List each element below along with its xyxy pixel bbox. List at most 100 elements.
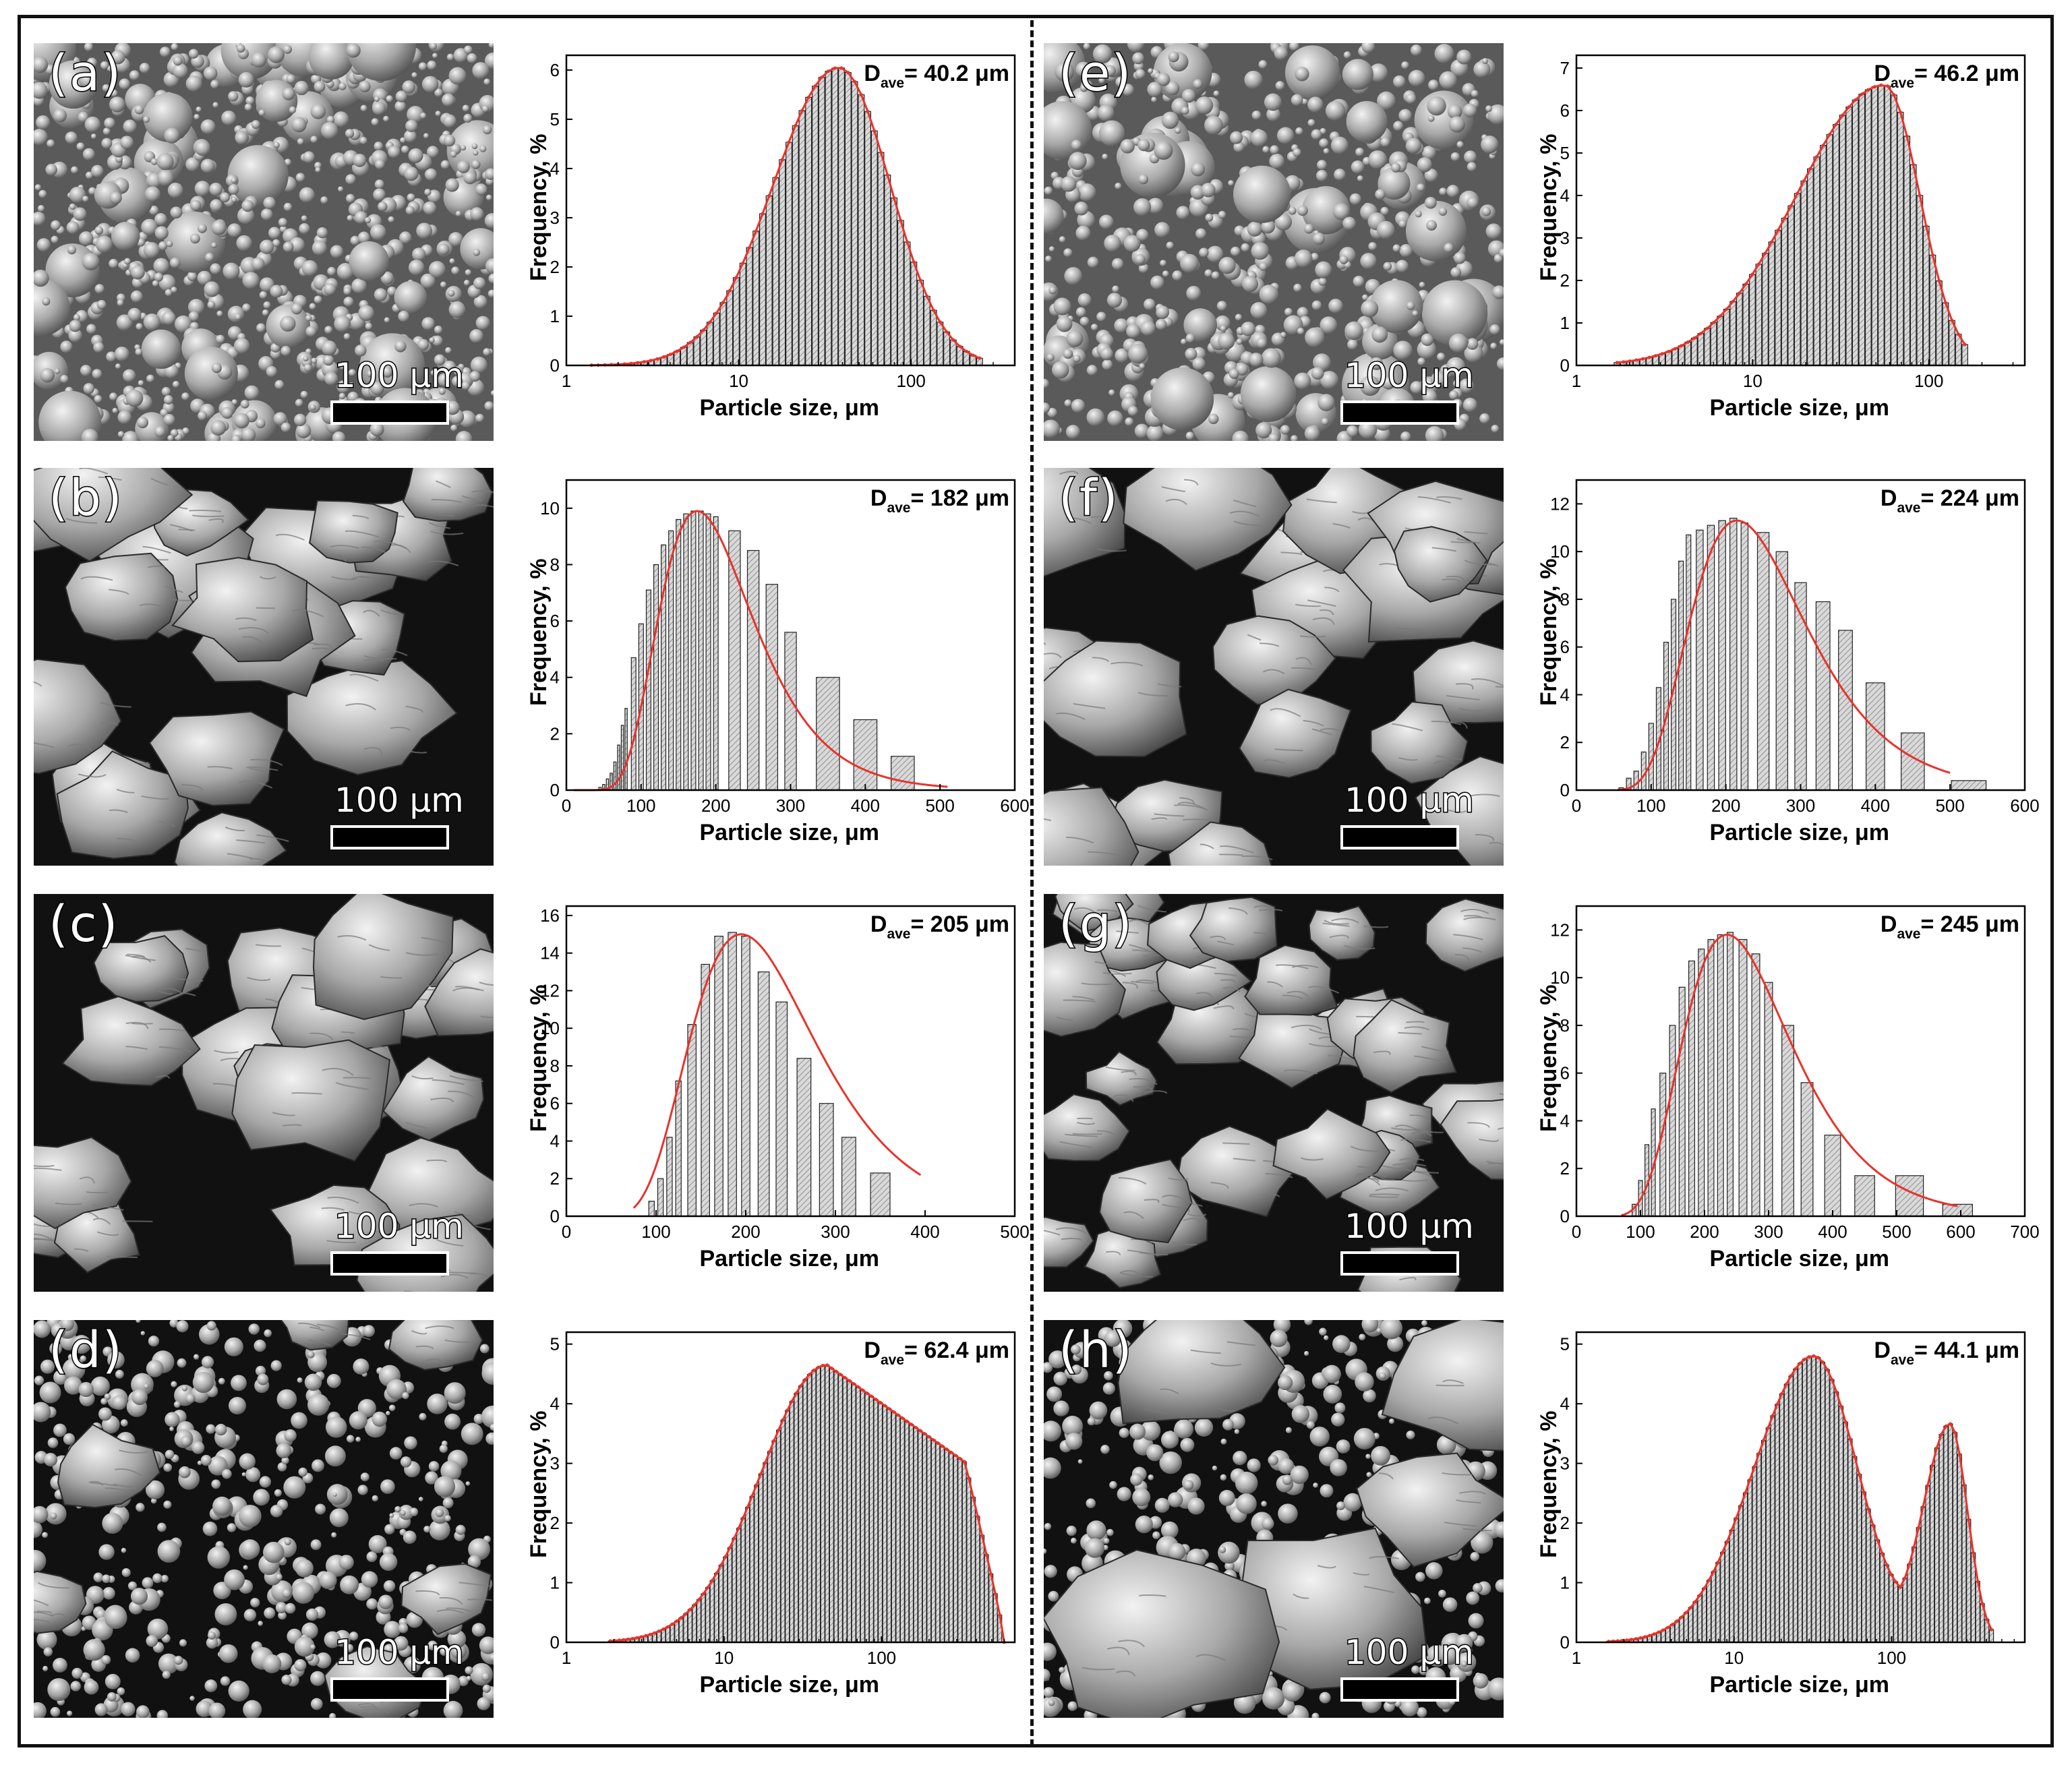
y-tick-label: 4 bbox=[550, 667, 560, 688]
bar bbox=[868, 1396, 875, 1643]
bar bbox=[1929, 254, 1936, 366]
fit-point bbox=[786, 1408, 790, 1412]
fit-point bbox=[1957, 332, 1961, 336]
fit-point bbox=[978, 356, 982, 360]
fit-point bbox=[1776, 229, 1780, 233]
bar bbox=[789, 1401, 794, 1643]
bar bbox=[757, 971, 770, 1217]
fit-point bbox=[1784, 1382, 1788, 1386]
fit-point bbox=[732, 1536, 736, 1540]
bar bbox=[1838, 1406, 1844, 1643]
fit-point bbox=[1949, 1422, 1953, 1426]
sem-micrograph-h: (h) 100 μm bbox=[1044, 1320, 1504, 1718]
fit-point bbox=[1667, 349, 1671, 353]
bar bbox=[1717, 316, 1723, 366]
bar bbox=[913, 1427, 918, 1643]
fit-point bbox=[1847, 105, 1851, 109]
scale-bar bbox=[1340, 825, 1459, 849]
bar bbox=[1948, 1423, 1953, 1643]
bar bbox=[687, 1609, 692, 1643]
x-axis-label: Particle size, μm bbox=[1709, 1672, 1890, 1698]
x-tick-label: 0 bbox=[562, 796, 571, 816]
x-tick-label: 700 bbox=[2010, 1222, 2039, 1242]
bar bbox=[1800, 180, 1808, 366]
bar bbox=[1717, 934, 1724, 1217]
bar bbox=[1707, 938, 1715, 1217]
bar bbox=[890, 756, 915, 791]
fit-point bbox=[1798, 1361, 1802, 1365]
bar bbox=[1957, 1454, 1962, 1643]
bar bbox=[1920, 1506, 1926, 1643]
bar bbox=[837, 1374, 843, 1643]
fit-point bbox=[747, 245, 751, 249]
fit-point bbox=[761, 212, 765, 216]
bar bbox=[698, 510, 704, 791]
fit-point bbox=[1971, 1551, 1975, 1555]
bar bbox=[910, 262, 918, 366]
chart-svg: 0 2 4 6 8 10 12 0 100 200 300 400 500 600 bbox=[1550, 479, 2040, 816]
fit-point bbox=[1634, 358, 1638, 362]
bar bbox=[1751, 953, 1760, 1217]
fit-point bbox=[1744, 282, 1748, 286]
bar bbox=[1760, 1440, 1767, 1643]
y-tick-label: 6 bbox=[1560, 637, 1570, 657]
fit-point bbox=[688, 340, 692, 345]
fit-point bbox=[644, 1634, 648, 1638]
fit-point bbox=[790, 1400, 794, 1404]
fit-curve bbox=[1621, 933, 1958, 1216]
particle-texture bbox=[1044, 468, 1504, 866]
fit-point bbox=[1834, 123, 1838, 127]
bar bbox=[811, 1369, 817, 1643]
panel-letter: (h) bbox=[1058, 1321, 1133, 1379]
fit-point bbox=[1939, 1433, 1943, 1437]
bar bbox=[617, 744, 620, 791]
fit-point bbox=[892, 196, 896, 200]
bar bbox=[1704, 328, 1711, 366]
bar bbox=[1756, 1453, 1762, 1643]
bar bbox=[749, 1495, 754, 1643]
bar bbox=[1788, 1375, 1794, 1643]
bar bbox=[825, 1365, 830, 1643]
x-tick-label: 100 bbox=[626, 796, 655, 816]
bar bbox=[1824, 1135, 1841, 1217]
x-tick-label: 0 bbox=[1572, 1222, 1581, 1242]
bar bbox=[754, 1485, 759, 1643]
fit-point bbox=[1934, 1446, 1938, 1450]
y-tick-label: 6 bbox=[550, 611, 560, 631]
bar bbox=[1674, 1621, 1680, 1643]
x-tick-label: 100 bbox=[1626, 1222, 1655, 1242]
fit-point bbox=[1654, 354, 1658, 358]
fit-point bbox=[1711, 1569, 1715, 1574]
fit-point bbox=[1876, 1538, 1880, 1542]
fit-point bbox=[1937, 279, 1941, 283]
bar bbox=[864, 1392, 870, 1643]
x-tick-label: 1 bbox=[562, 371, 571, 391]
bar bbox=[752, 231, 760, 366]
bar bbox=[1764, 982, 1773, 1217]
fit-point bbox=[1680, 1615, 1684, 1619]
fit-point bbox=[806, 95, 810, 99]
bar bbox=[1740, 522, 1749, 791]
fit-point bbox=[843, 1375, 847, 1379]
bar bbox=[1988, 1629, 1994, 1643]
x-tick-label: 400 bbox=[910, 1222, 939, 1242]
fit-point bbox=[1640, 357, 1645, 361]
plot-frame bbox=[1575, 54, 2026, 367]
bar bbox=[1729, 1530, 1734, 1643]
bar bbox=[1697, 1594, 1703, 1643]
bar bbox=[1838, 630, 1853, 791]
bar bbox=[1820, 1361, 1826, 1643]
dave-subscript: ave bbox=[887, 500, 911, 516]
fit-point bbox=[949, 1450, 953, 1454]
y-tick-label: 2 bbox=[550, 1168, 560, 1189]
bar bbox=[1738, 1505, 1744, 1643]
bar bbox=[1696, 529, 1704, 791]
bar bbox=[975, 1516, 980, 1643]
x-tick-label: 500 bbox=[1882, 1222, 1911, 1242]
bar bbox=[1671, 348, 1679, 366]
fit-point bbox=[1660, 352, 1664, 356]
bar bbox=[665, 1626, 671, 1643]
fit-point bbox=[773, 175, 777, 179]
fit-point bbox=[759, 1472, 763, 1476]
bar bbox=[1829, 1379, 1835, 1643]
